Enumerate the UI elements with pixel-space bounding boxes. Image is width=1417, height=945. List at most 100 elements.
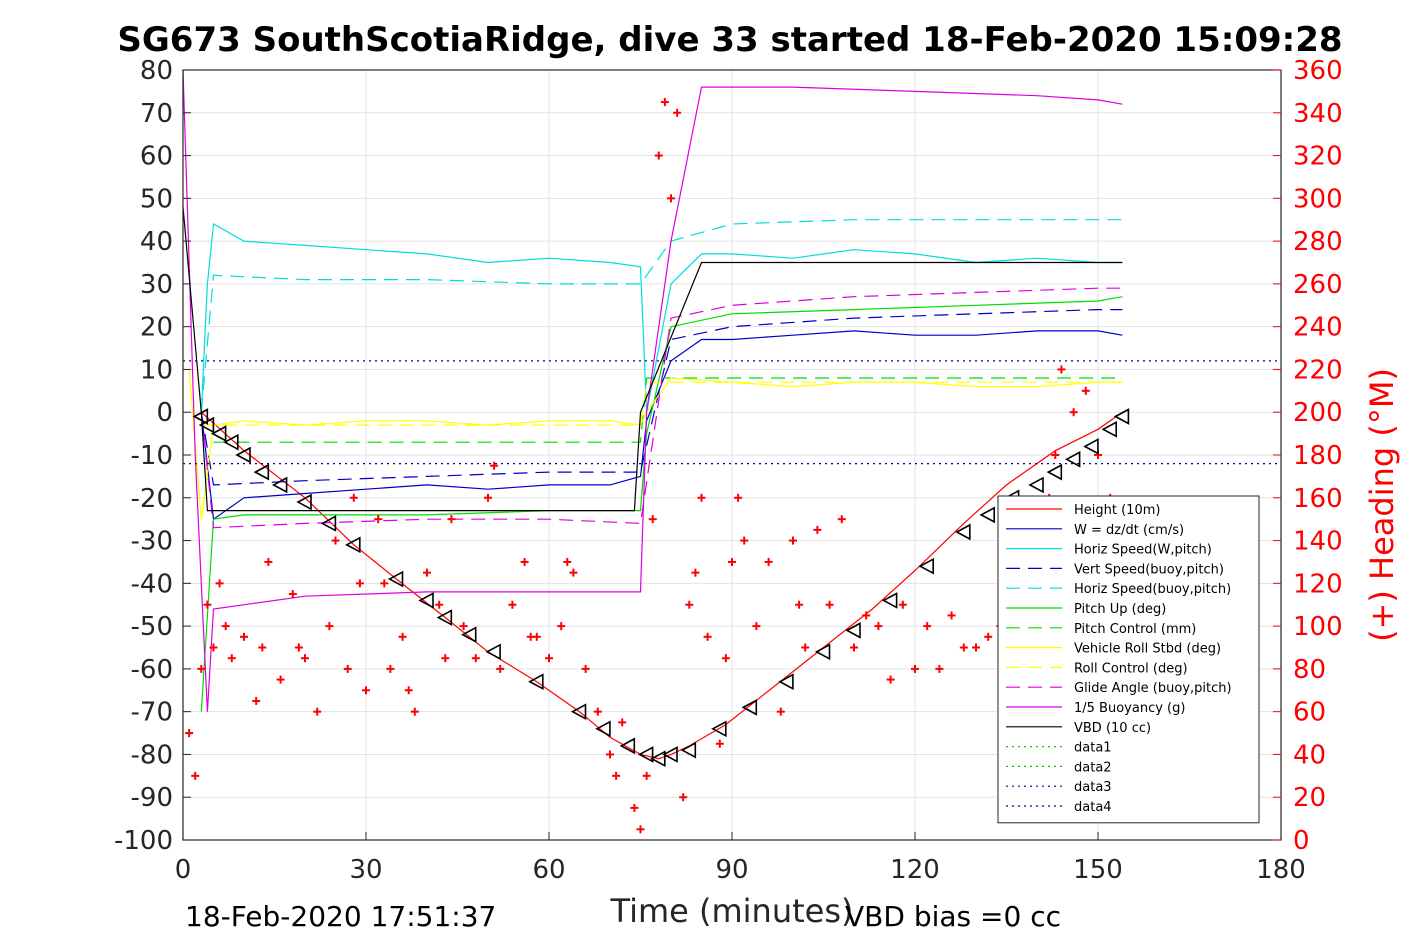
heading-point xyxy=(362,686,370,695)
dive-marker xyxy=(198,416,215,434)
tick-label-right: 360 xyxy=(1293,56,1343,86)
dive-marker xyxy=(662,746,678,763)
heading-point xyxy=(276,675,285,684)
heading-point xyxy=(569,568,578,577)
heading-point xyxy=(441,654,450,663)
dive-marker xyxy=(845,622,861,639)
tick-label-right: 180 xyxy=(1293,441,1343,471)
heading-point xyxy=(850,643,858,652)
dive-marker xyxy=(320,515,337,532)
tick-label-right: 260 xyxy=(1293,270,1343,300)
heading-point xyxy=(508,600,517,609)
heading-point xyxy=(288,590,297,599)
tick-label-left: 10 xyxy=(140,355,173,385)
tick-label-right: 200 xyxy=(1293,398,1343,428)
heading-point xyxy=(642,771,651,780)
dive-marker xyxy=(881,592,898,609)
tick-label-left: -100 xyxy=(114,826,173,856)
legend-label: Height (10m) xyxy=(1074,503,1160,518)
tick-label-right: 40 xyxy=(1293,740,1326,770)
series-line-7 xyxy=(188,369,1123,520)
dive-marker xyxy=(979,506,996,524)
dive-marker xyxy=(1046,463,1063,481)
dive-marker xyxy=(741,699,758,716)
tick-label-left: -20 xyxy=(131,484,173,514)
heading-point xyxy=(648,515,657,524)
heading-point xyxy=(386,664,395,673)
heading-point xyxy=(1057,365,1066,374)
heading-point xyxy=(471,654,480,663)
legend-label: VBD (10 cc) xyxy=(1074,721,1151,736)
tick-label-right: 300 xyxy=(1293,184,1343,214)
heading-point xyxy=(496,664,505,673)
legend-label: Horiz Speed(W,pitch) xyxy=(1074,543,1212,558)
tick-label-right: 100 xyxy=(1293,612,1343,642)
dive-marker xyxy=(955,523,971,541)
heading-point xyxy=(935,664,944,673)
heading-point xyxy=(636,825,645,834)
heading-point xyxy=(789,536,797,545)
heading-point xyxy=(984,632,993,641)
dive-marker xyxy=(253,463,270,481)
dive-marker xyxy=(650,750,666,768)
heading-point xyxy=(325,622,334,631)
heading-point xyxy=(221,622,230,631)
heading-point xyxy=(349,493,358,502)
dive-marker xyxy=(485,643,501,661)
tick-label-right: 220 xyxy=(1293,355,1343,385)
tick-label-bottom: 0 xyxy=(175,855,192,885)
series-line-2 xyxy=(200,223,1123,413)
heading-point xyxy=(343,664,352,673)
heading-point xyxy=(703,632,712,641)
tick-label-left: -50 xyxy=(131,612,173,642)
heading-point xyxy=(660,98,669,107)
series-line-5 xyxy=(200,296,1123,712)
heading-point xyxy=(1081,386,1090,395)
dive-marker xyxy=(619,737,636,755)
legend-label: data4 xyxy=(1074,800,1112,815)
tick-label-right: 0 xyxy=(1293,826,1310,856)
heading-point xyxy=(691,568,700,577)
heading-point xyxy=(606,750,614,759)
dive-marker xyxy=(296,493,312,511)
tick-label-left: 40 xyxy=(140,227,173,257)
dive-marker xyxy=(637,746,654,763)
tick-label-right: 140 xyxy=(1293,527,1343,557)
y-axis-right-label: (+) Heading (°M) xyxy=(1363,368,1401,642)
legend-label: Horiz Speed(buoy,pitch) xyxy=(1074,582,1231,597)
dive-marker xyxy=(1113,408,1130,425)
heading-point xyxy=(886,675,895,684)
tick-label-bottom: 60 xyxy=(532,855,565,885)
heading-point xyxy=(252,696,261,705)
tick-label-right: 60 xyxy=(1293,698,1326,728)
tick-label-left: 80 xyxy=(140,56,173,86)
heading-point xyxy=(532,632,541,641)
legend-label: 1/5 Buoyancy (g) xyxy=(1074,701,1185,716)
heading-point xyxy=(734,493,743,502)
heading-point xyxy=(209,643,218,652)
tick-label-bottom: 120 xyxy=(890,855,940,885)
heading-point xyxy=(197,664,206,673)
heading-point xyxy=(227,654,236,663)
tick-label-left: -40 xyxy=(131,569,173,599)
heading-point xyxy=(404,686,413,695)
dive-marker xyxy=(1028,476,1044,494)
dive-marker xyxy=(1064,450,1081,468)
tick-label-left: -60 xyxy=(131,655,173,685)
heading-point xyxy=(563,557,572,566)
heading-point xyxy=(776,707,785,716)
heading-point xyxy=(398,632,407,641)
heading-point xyxy=(612,771,621,780)
heading-point xyxy=(685,600,694,609)
footer-timestamp: 18-Feb-2020 17:51:37 xyxy=(185,900,496,933)
dive-marker xyxy=(570,703,587,721)
heading-point xyxy=(301,654,309,663)
tick-label-right: 20 xyxy=(1293,783,1326,813)
heading-point xyxy=(557,622,566,631)
series-line-9 xyxy=(200,287,1123,529)
dive-marker xyxy=(223,433,239,451)
y-axis-left: 80 70 60 50 40 30 20 10 0 -10 -20 -30 -40 -50 -60 -70 -8… xyxy=(114,56,191,856)
heading-point xyxy=(484,493,492,502)
heading-point xyxy=(715,739,724,748)
heading-point xyxy=(264,557,273,566)
